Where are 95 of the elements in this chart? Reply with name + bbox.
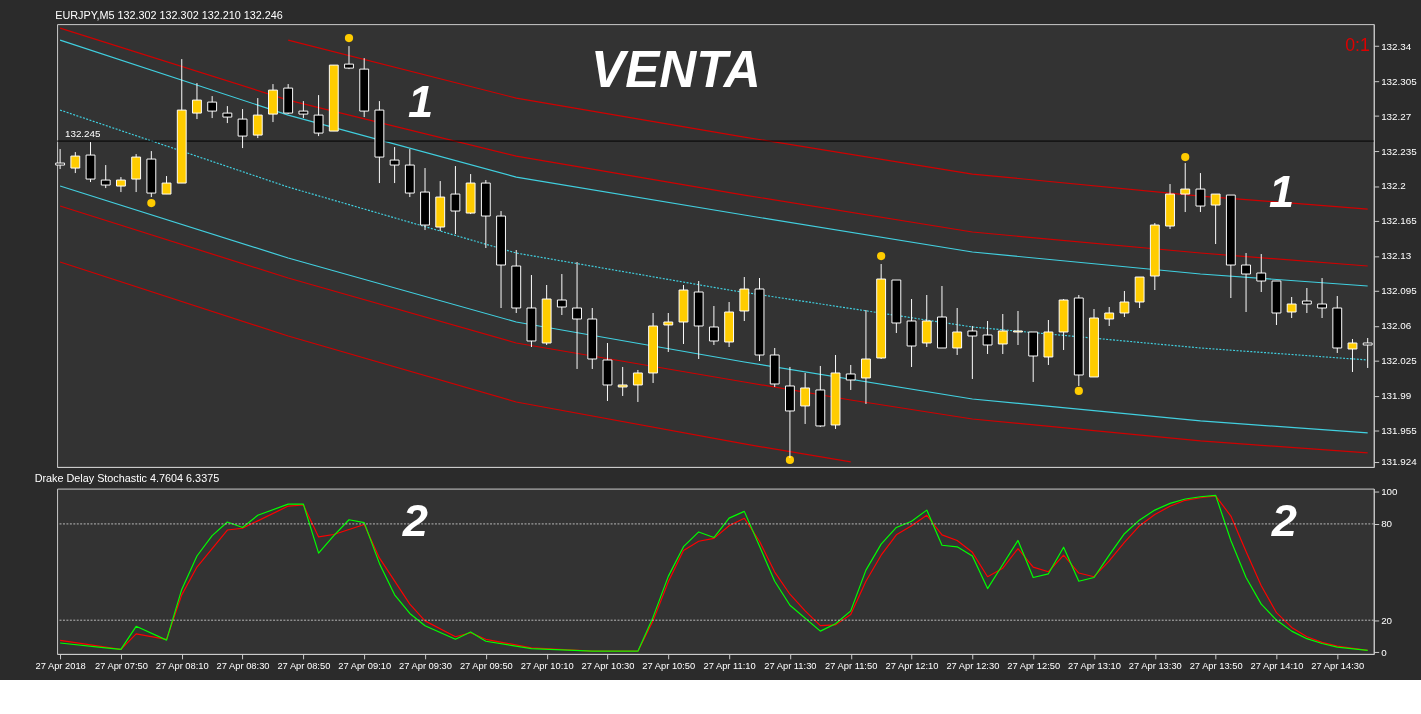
candlestick xyxy=(617,366,628,397)
point xyxy=(1181,152,1190,162)
candlestick xyxy=(100,164,111,189)
chart-title: Drake Delay Stochastic 4.7604 6.3375 xyxy=(34,471,220,484)
candlestick xyxy=(70,151,81,174)
candlestick xyxy=(450,165,461,235)
candlestick xyxy=(268,83,278,123)
candlestick xyxy=(632,369,643,403)
x-tick-label: 27 Apr 08:10 xyxy=(155,661,209,672)
y-tick-label: 132.2 xyxy=(1381,180,1406,192)
x-tick-label: 27 Apr 13:10 xyxy=(1068,661,1121,672)
y-tick-label: 0 xyxy=(1381,646,1388,658)
x-tick-label: 27 Apr 10:50 xyxy=(642,661,696,672)
annotation: 1 xyxy=(407,75,434,127)
candlestick xyxy=(1286,296,1297,319)
y-tick-label: 132.165 xyxy=(1381,215,1418,227)
candlestick xyxy=(1347,338,1358,373)
point xyxy=(147,198,156,208)
y-tick-label: 100 xyxy=(1381,486,1399,498)
x-tick-label: 27 Apr 13:30 xyxy=(1128,661,1182,672)
x-tick-label: 27 Apr 13:50 xyxy=(1189,661,1243,672)
x-tick-label: 27 Apr 14:30 xyxy=(1311,661,1365,672)
x-tick-label: 27 Apr 2018 xyxy=(35,661,86,672)
chart-title: EURJPY,M5 132.302 132.302 132.210 132.246 xyxy=(55,9,283,22)
y-tick-label: 132.27 xyxy=(1381,110,1412,122)
candlestick xyxy=(861,309,871,405)
candlestick xyxy=(663,312,674,353)
point xyxy=(1074,386,1083,396)
y-tick-label: 131.99 xyxy=(1381,390,1412,402)
y-tick-label: 132.025 xyxy=(1381,355,1418,367)
candlestick xyxy=(207,95,218,119)
candlestick xyxy=(313,94,324,137)
candlestick xyxy=(967,325,978,380)
annotation: 2 xyxy=(401,494,428,546)
candlestick xyxy=(921,294,932,348)
candlestick xyxy=(1241,252,1251,313)
x-tick-label: 27 Apr 14:10 xyxy=(1250,661,1304,672)
candlestick xyxy=(389,146,400,184)
point xyxy=(877,251,886,261)
candlestick xyxy=(982,320,993,355)
candlestick xyxy=(1119,290,1130,318)
line-series xyxy=(287,39,1369,210)
x-tick-label: 27 Apr 10:30 xyxy=(581,661,635,672)
x-tick-label: 27 Apr 09:50 xyxy=(459,661,513,672)
y-tick-label: 131.955 xyxy=(1381,425,1418,437)
annotation: VENTA xyxy=(591,41,761,99)
candlestick xyxy=(845,364,856,391)
candlestick xyxy=(572,261,582,370)
line-series xyxy=(59,261,852,463)
candlestick xyxy=(1301,287,1312,314)
candlestick xyxy=(997,313,1008,355)
y-tick-label: 132.235 xyxy=(1381,145,1418,157)
x-tick-label: 27 Apr 11:50 xyxy=(825,661,878,672)
x-tick-label: 27 Apr 11:30 xyxy=(764,661,817,672)
y-tick-label: 131.924 xyxy=(1381,456,1418,468)
y-tick-label: 132.06 xyxy=(1381,320,1412,332)
y-tick-label: 132.095 xyxy=(1381,285,1418,297)
candlestick xyxy=(952,307,963,356)
point xyxy=(344,34,354,43)
x-tick-label: 27 Apr 11:10 xyxy=(703,661,756,672)
x-tick-label: 27 Apr 09:10 xyxy=(338,661,392,672)
x-tick-label: 27 Apr 09:30 xyxy=(399,661,452,672)
x-tick-label: 27 Apr 12:30 xyxy=(946,661,1000,672)
annotation: 0:1 xyxy=(1345,34,1370,55)
candlestick xyxy=(1362,337,1373,369)
y-tick-label: 132.13 xyxy=(1381,250,1412,262)
y-tick-label: 132.34 xyxy=(1381,40,1412,52)
candlestick xyxy=(1210,193,1221,245)
annotation: 2 xyxy=(1270,494,1297,546)
x-tick-label: 27 Apr 10:10 xyxy=(520,661,574,672)
x-tick-label: 27 Apr 07:50 xyxy=(94,661,148,672)
x-tick-label: 27 Apr 08:50 xyxy=(277,661,331,672)
x-tick-label: 27 Apr 08:30 xyxy=(216,661,270,672)
candlestick xyxy=(1256,253,1267,293)
y-tick-label: 80 xyxy=(1381,518,1393,530)
y-tick-label: 20 xyxy=(1381,614,1393,626)
candlestick xyxy=(55,148,66,170)
x-tick-label: 27 Apr 12:10 xyxy=(885,661,939,672)
y-tick-label: 132.305 xyxy=(1381,75,1418,87)
candlestick xyxy=(800,372,811,425)
candlestick xyxy=(708,305,719,346)
candlestick xyxy=(556,273,567,316)
candlestick xyxy=(1317,277,1327,319)
candlestick xyxy=(1013,310,1023,346)
candlestick xyxy=(1180,162,1191,213)
candlestick xyxy=(1104,306,1115,327)
candlestick xyxy=(1028,331,1039,383)
candlestick xyxy=(739,276,750,322)
candlestick xyxy=(252,97,263,139)
candlestick xyxy=(1195,172,1206,213)
candlestick xyxy=(131,153,142,193)
ref-line-label: 132.245 xyxy=(64,128,102,140)
candlestick xyxy=(116,176,126,193)
candlestick xyxy=(192,82,202,120)
x-tick-label: 27 Apr 12:50 xyxy=(1007,661,1061,672)
